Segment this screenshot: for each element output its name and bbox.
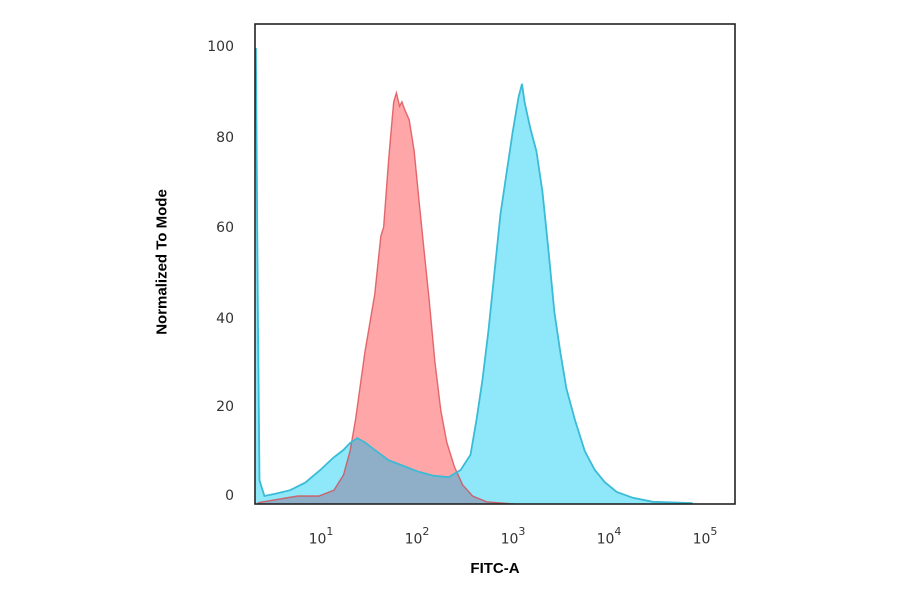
x-tick-10-1: 101 — [291, 525, 351, 548]
y-tick-0: 0 — [225, 488, 234, 504]
x-tick-base: 10 — [500, 531, 519, 548]
x-tick-exponent: 3 — [518, 525, 526, 538]
x-tick-exponent: 4 — [614, 525, 622, 538]
y-tick-40: 40 — [216, 311, 234, 327]
isotype-histogram-outline — [257, 90, 516, 504]
y-tick-100: 100 — [207, 39, 234, 55]
x-tick-10-4: 104 — [579, 525, 639, 548]
x-tick-10-2: 102 — [387, 525, 447, 548]
x-tick-base: 10 — [596, 531, 615, 548]
x-tick-exponent: 2 — [422, 525, 430, 538]
x-tick-base: 10 — [308, 531, 327, 548]
sample-histogram-outline — [255, 47, 693, 504]
x-tick-base: 10 — [404, 531, 423, 548]
isotype-histogram-fill — [257, 92, 514, 504]
x-tick-10-5: 105 — [675, 525, 735, 548]
y-tick-60: 60 — [216, 220, 234, 236]
x-tick-exponent: 1 — [326, 525, 334, 538]
y-tick-20: 20 — [216, 399, 234, 415]
plot-frame — [254, 23, 736, 505]
y-tick-80: 80 — [216, 130, 234, 146]
x-tick-10-3: 103 — [483, 525, 543, 548]
x-axis-label: FITC-A — [470, 560, 520, 577]
x-tick-base: 10 — [692, 531, 711, 548]
x-tick-exponent: 5 — [710, 525, 718, 538]
y-axis-label: Normalized To Mode — [153, 189, 171, 335]
